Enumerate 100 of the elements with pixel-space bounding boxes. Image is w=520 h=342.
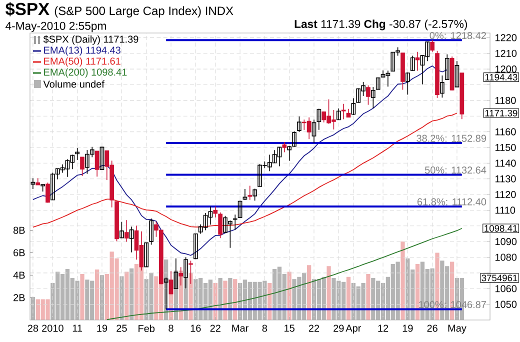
annotation: 61.8%: 1112.40 [417, 198, 486, 206]
candlestick [248, 185, 252, 200]
legend-label: $SPX (Daily) 1171.39 [43, 35, 138, 45]
text: 3754961 [482, 274, 518, 282]
candlestick [100, 146, 104, 170]
x-tick-label: 2010 [42, 324, 64, 332]
y2-tick-label: 4B [13, 272, 25, 279]
x-tick-label: 29 [334, 324, 344, 332]
y-tick-label: 1080 [495, 254, 517, 261]
candlestick [75, 148, 80, 160]
text: 1194.43 [485, 74, 518, 80]
chart-title: $SPX [5, 2, 50, 16]
bar [415, 264, 420, 320]
text: Last 1171.39 Chg -30.87 (-2.57%) [294, 20, 468, 30]
candlestick [120, 221, 124, 238]
y-tick-label: 1060 [495, 285, 517, 292]
candlestick [370, 86, 376, 109]
x-tick-label: 8 [262, 324, 268, 332]
candlestick [94, 150, 100, 178]
bar [124, 272, 129, 320]
legend-label: EMA(200) 1098.41 [44, 68, 127, 78]
x-tick-label: 16 [190, 324, 201, 332]
legend-label: EMA(50) 1171.61 [44, 57, 120, 67]
y2-tick-label: 2B [14, 294, 25, 302]
candlestick [406, 72, 410, 96]
y-tick-label: 1050 [495, 300, 517, 308]
candlestick [316, 108, 322, 130]
x-tick-label: 8 [168, 324, 174, 332]
candlestick [80, 156, 84, 176]
candlestick [440, 75, 444, 98]
legend-label: Volume undef [43, 80, 104, 88]
text: 1098.41 [484, 225, 518, 232]
y2-tick-label: 6B [14, 249, 25, 256]
candlestick [252, 188, 258, 202]
y-tick-label: 1090 [495, 238, 517, 246]
candlestick [124, 220, 129, 242]
candlestick [430, 40, 435, 52]
candlestick [287, 146, 292, 162]
bar [223, 280, 228, 320]
text: 1171.39 [485, 110, 518, 116]
candlestick [297, 116, 302, 132]
candlestick [410, 55, 415, 72]
bar [218, 278, 222, 320]
candlestick [30, 178, 36, 190]
y-tick-label: 1120 [495, 190, 516, 198]
candlestick [336, 108, 341, 120]
bar [94, 270, 100, 320]
x-tick-label: 19 [402, 324, 413, 332]
candlestick [366, 84, 370, 106]
x-tick-label: Feb [138, 324, 155, 332]
x-tick-label: 26 [427, 324, 438, 332]
x-tick-label: 22 [210, 324, 220, 332]
bar [366, 274, 370, 320]
bar [184, 278, 188, 320]
candlestick [129, 226, 134, 253]
x-tick-label: 25 [116, 324, 127, 332]
candlestick [444, 54, 450, 80]
candlestick [312, 119, 316, 144]
bar [120, 276, 124, 320]
candlestick [193, 233, 198, 260]
y-tick-label: 1180 [495, 96, 516, 104]
bar [80, 274, 84, 320]
y-tick-label: 1140 [495, 160, 516, 167]
x-tick-label: 11 [72, 324, 82, 332]
text: 4-May-2010 2:55pm [6, 22, 106, 32]
y-tick-label: 1210 [495, 50, 517, 57]
candlestick [46, 182, 50, 204]
chart-subtitle: (S&P 500 Large Cap Index) INDX [54, 6, 234, 18]
candlestick [454, 60, 460, 88]
bar [130, 268, 134, 320]
x-tick-label: Apr [346, 324, 362, 334]
candlestick [282, 142, 287, 153]
annotation: 50%: 1132.64 [424, 166, 486, 174]
x-tick-label: May [448, 324, 466, 334]
bar [326, 266, 331, 320]
y-tick-label: 1200 [495, 66, 517, 73]
candlestick [242, 188, 248, 200]
candlestick [351, 98, 356, 116]
y-tick-label: 1220 [495, 34, 517, 42]
bar [188, 272, 193, 320]
x-tick-label: 12 [378, 324, 388, 332]
y-tick-label: 1130 [495, 175, 516, 182]
candlestick [292, 130, 296, 148]
x-tick-label: Mar [232, 324, 248, 332]
x-tick-label: 19 [97, 324, 108, 332]
annotation: 0%: 1218.42 [430, 32, 486, 40]
y-tick-label: 1160 [495, 128, 516, 136]
x-tick-label: 15 [284, 324, 294, 332]
y2-tick-label: 8B [14, 226, 25, 234]
annotation: 38.2%: 1152.89 [416, 134, 486, 142]
bar [346, 276, 351, 320]
legend-label: EMA(13) 1194.43 [44, 46, 120, 56]
candlestick [149, 218, 154, 246]
candlestick [144, 242, 149, 268]
x-tick-label: 22 [308, 324, 320, 332]
candlestick [376, 76, 380, 90]
candlestick [341, 103, 346, 120]
bar [400, 242, 405, 320]
y-tick-label: 1150 [495, 144, 516, 152]
candlestick [238, 200, 242, 218]
